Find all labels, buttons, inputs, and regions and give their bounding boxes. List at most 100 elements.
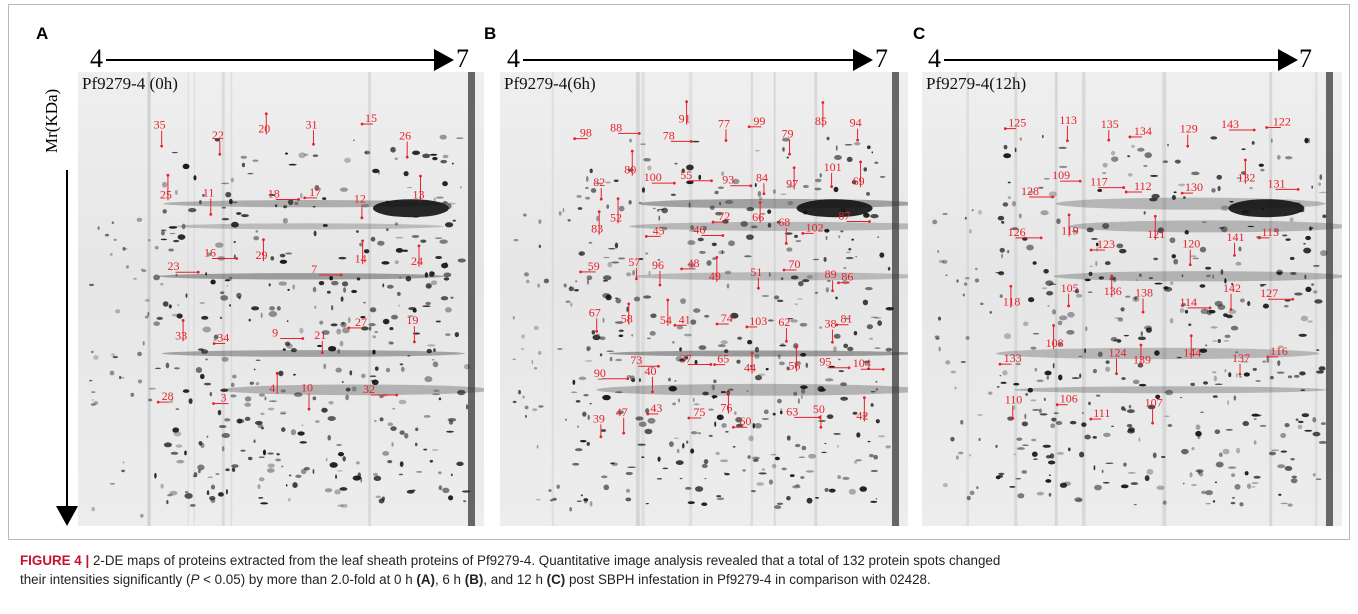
protein-spot	[786, 366, 790, 371]
protein-spot	[614, 242, 619, 249]
spot-label-51: 51	[750, 265, 762, 279]
protein-spot	[283, 205, 288, 209]
protein-spot	[672, 341, 675, 344]
caption-text: , and 12 h	[483, 572, 547, 587]
protein-spot	[683, 333, 692, 337]
protein-spot	[317, 344, 323, 347]
protein-spot	[1294, 292, 1303, 296]
protein-spot	[825, 287, 830, 293]
protein-spot	[637, 257, 644, 261]
protein-spot	[1156, 485, 1165, 490]
protein-spot	[1030, 399, 1037, 402]
protein-spot	[1285, 238, 1291, 241]
protein-spot	[536, 444, 539, 449]
protein-spot	[225, 191, 232, 198]
annotation-arrow-tip	[1188, 263, 1192, 267]
protein-spot	[1143, 211, 1146, 215]
protein-spot	[189, 504, 196, 507]
protein-spot	[377, 170, 381, 175]
protein-spot	[1280, 450, 1288, 453]
protein-spot	[205, 358, 208, 361]
protein-spot	[1305, 286, 1312, 293]
protein-spot	[443, 272, 452, 278]
protein-spot	[422, 305, 431, 307]
protein-spot	[625, 488, 631, 493]
spot-label-126: 126	[1008, 225, 1026, 239]
annotation-arrow-tip	[218, 152, 222, 156]
protein-spot	[406, 489, 415, 494]
protein-spot	[282, 348, 286, 351]
protein-spot	[1015, 362, 1021, 366]
protein-spot	[220, 388, 229, 393]
annotation-arrow-tip	[166, 173, 170, 177]
protein-spot	[144, 315, 149, 319]
gel-streak	[1162, 72, 1167, 526]
protein-spot	[657, 456, 661, 462]
protein-spot	[708, 408, 714, 411]
protein-spot	[772, 412, 776, 416]
protein-spot	[843, 343, 849, 349]
protein-spot	[1093, 465, 1096, 471]
spot-label-14: 14	[355, 251, 367, 265]
protein-spot	[369, 307, 377, 313]
protein-spot	[1155, 394, 1161, 400]
protein-spot	[679, 347, 682, 352]
protein-spot	[1094, 484, 1102, 491]
protein-spot	[290, 429, 297, 436]
protein-spot	[90, 350, 94, 354]
protein-spot	[1019, 137, 1022, 141]
protein-spot	[589, 500, 593, 507]
protein-spot	[182, 389, 190, 393]
protein-spot	[1214, 300, 1223, 307]
protein-spot	[1021, 444, 1029, 446]
protein-spot	[845, 251, 851, 253]
protein-spot	[1215, 461, 1224, 468]
protein-spot	[1290, 478, 1298, 484]
protein-spot	[195, 366, 203, 373]
annotation-arrow-tip	[597, 210, 601, 214]
protein-spot	[776, 502, 784, 506]
protein-spot	[342, 456, 346, 462]
annotation-arrow-tip	[1003, 127, 1007, 130]
protein-spot	[632, 269, 635, 276]
protein-spot	[851, 238, 855, 241]
protein-spot	[615, 298, 622, 304]
protein-spot	[1102, 172, 1107, 174]
protein-spot	[1021, 470, 1028, 474]
protein-spot	[650, 313, 657, 319]
protein-spot	[974, 278, 980, 283]
protein-spot	[607, 247, 616, 250]
protein-spot	[154, 472, 157, 479]
protein-spot	[937, 316, 942, 321]
protein-spot	[589, 168, 593, 174]
protein-spot	[446, 203, 452, 209]
protein-spot	[512, 400, 517, 404]
protein-spot	[512, 358, 517, 361]
protein-spot	[633, 296, 641, 302]
protein-spot	[824, 487, 829, 492]
protein-spot	[91, 506, 95, 512]
protein-spot	[122, 246, 126, 251]
caption-text: , 6 h	[434, 572, 465, 587]
protein-spot	[763, 409, 769, 415]
protein-spot	[1314, 299, 1323, 304]
protein-spot	[199, 199, 202, 205]
protein-spot	[257, 424, 264, 428]
protein-spot	[1121, 377, 1126, 380]
protein-spot	[1084, 278, 1091, 282]
spot-label-116: 116	[1270, 344, 1288, 358]
gel-band	[158, 273, 446, 280]
caption-line1: 2-DE maps of proteins extracted from the…	[89, 553, 1001, 568]
protein-spot	[443, 277, 450, 281]
protein-spot	[1318, 182, 1322, 186]
protein-spot	[445, 307, 452, 313]
protein-spot	[1169, 317, 1174, 324]
protein-spot	[229, 304, 232, 307]
protein-spot	[1184, 230, 1189, 235]
protein-spot	[337, 348, 341, 355]
protein-spot	[645, 408, 650, 414]
protein-spot	[1289, 256, 1295, 261]
protein-spot	[173, 239, 180, 243]
protein-spot	[1181, 303, 1187, 306]
